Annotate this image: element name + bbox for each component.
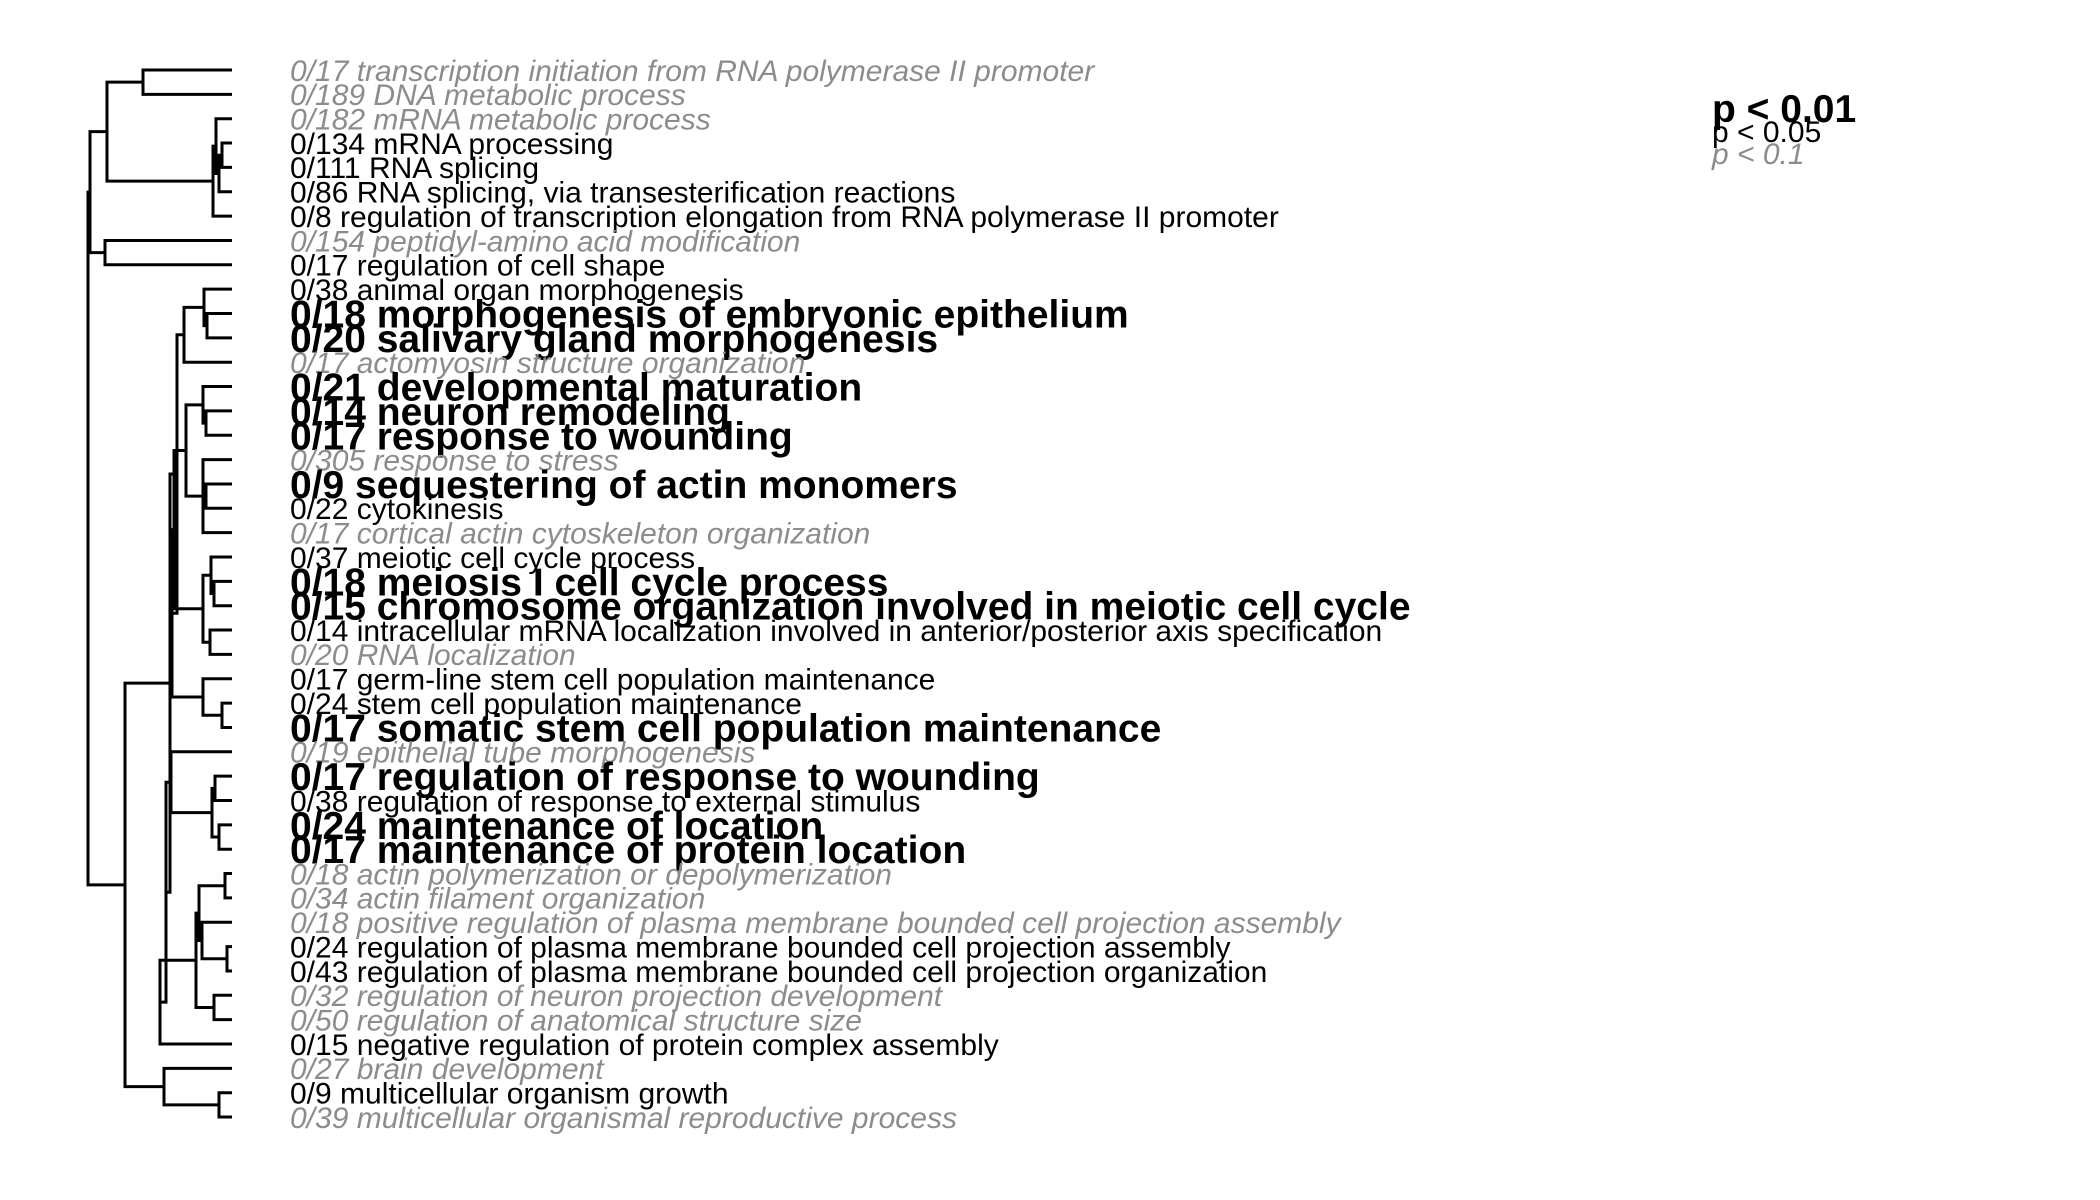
term-labels: 0/17 transcription initiation from RNA p… (290, 55, 1411, 1135)
term-label: 0/305 response to stress (290, 444, 619, 477)
legend-label: p < 0.1 (1711, 138, 1805, 171)
dendrogram-branch (205, 312, 232, 340)
term-label: 0/18 morphogenesis of embryonic epitheli… (290, 294, 1129, 337)
dendrogram-branch (105, 80, 213, 183)
term-label: 0/43 regulation of plasma membrane bound… (290, 956, 1267, 989)
dendrogram-branch (217, 823, 232, 851)
dendrogram-tree (86, 68, 232, 1119)
dendrogram-branch (225, 945, 232, 973)
term-label: 0/19 epithelial tube morphogenesis (290, 737, 755, 770)
term-label: 0/38 regulation of response to external … (290, 785, 920, 818)
dendrogram-branch (217, 1091, 232, 1119)
term-label: 0/38 animal organ morphogenesis (290, 274, 744, 307)
dendrogram-branch (204, 482, 232, 510)
dendrogram-branch (213, 774, 232, 802)
term-label: 0/22 cytokinesis (290, 493, 503, 526)
dendrogram-branch (223, 872, 232, 900)
dendrogram-branch (123, 681, 170, 1089)
dendrogram-branch (141, 68, 232, 96)
term-label: 0/32 regulation of neuron projection dev… (290, 980, 944, 1013)
term-label: 0/17 somatic stem cell population mainte… (290, 707, 1161, 750)
legend-label: p < 0.01 (1712, 88, 1856, 131)
dendrogram-branch (88, 130, 107, 255)
term-label: 0/17 regulation of response to wounding (290, 756, 1040, 799)
term-label: 0/15 negative regulation of protein comp… (290, 1029, 999, 1062)
term-label: 0/27 brain development (290, 1053, 605, 1086)
dendrogram-branch (208, 628, 232, 656)
term-label: 0/24 stem cell population maintenance (290, 688, 802, 721)
term-label: 0/37 meiotic cell cycle process (290, 542, 695, 575)
term-label: 0/20 salivary gland morphogenesis (290, 318, 938, 361)
dendrogram-branch (220, 141, 232, 169)
term-label: 0/8 regulation of transcription elongati… (290, 201, 1279, 234)
term-label: 0/9 multicellular organism growth (290, 1078, 729, 1111)
dendrogram-branch (204, 409, 232, 437)
term-label: 0/18 positive regulation of plasma membr… (290, 907, 1343, 940)
term-label: 0/18 actin polymerization or depolymeriz… (290, 858, 892, 891)
term-label: 0/24 regulation of plasma membrane bound… (290, 931, 1231, 964)
dendrogram-branch (212, 993, 232, 1022)
term-label: 0/17 regulation of cell shape (290, 250, 665, 283)
term-label: 0/17 maintenance of protein location (290, 829, 966, 872)
term-label: 0/21 developmental maturation (290, 367, 862, 410)
term-label: 0/17 response to wounding (290, 415, 793, 458)
term-label: 0/14 neuron remodeling (290, 391, 730, 434)
term-label: 0/189 DNA metabolic process (290, 79, 686, 112)
significance-legend: p < 0.01p < 0.05p < 0.1 (1711, 88, 1856, 171)
term-label: 0/39 multicellular organismal reproducti… (290, 1102, 957, 1135)
term-label: 0/20 RNA localization (290, 639, 576, 672)
dendrogram-branch (220, 701, 232, 729)
term-label: 0/182 mRNA metabolic process (290, 104, 711, 137)
dendrogram-branch (169, 750, 232, 815)
term-label: 0/50 regulation of anatomical structure … (290, 1004, 862, 1037)
dendrogram-branch (212, 579, 232, 608)
dendrogram-branch (162, 1066, 232, 1107)
term-label: 0/17 transcription initiation from RNA p… (290, 55, 1095, 88)
term-label: 0/17 actomyosin structure organization (290, 347, 805, 380)
term-label: 0/14 intracellular mRNA localization inv… (290, 615, 1382, 648)
term-label: 0/18 meiosis I cell cycle process (290, 561, 888, 604)
dendrogram-branch (103, 238, 232, 267)
term-label: 0/34 actin filament organization (290, 883, 705, 916)
term-label: 0/111 RNA splicing (290, 152, 539, 185)
term-label: 0/15 chromosome organization involved in… (290, 586, 1411, 629)
dendrogram-branch (201, 677, 232, 717)
term-label: 0/134 mRNA processing (290, 128, 614, 161)
term-label: 0/17 cortical actin cytoskeleton organiz… (290, 517, 870, 550)
term-label: 0/86 RNA splicing, via transesterificati… (290, 177, 955, 210)
term-label: 0/17 germ-line stem cell population main… (290, 664, 935, 697)
term-label: 0/24 maintenance of location (290, 805, 823, 848)
legend-label: p < 0.05 (1712, 116, 1821, 149)
dendrogram-branch (86, 190, 125, 887)
dendrogram-branch (184, 403, 203, 498)
term-label: 0/154 peptidyl-amino acid modification (290, 225, 800, 258)
term-label: 0/9 sequestering of actin monomers (290, 464, 958, 507)
